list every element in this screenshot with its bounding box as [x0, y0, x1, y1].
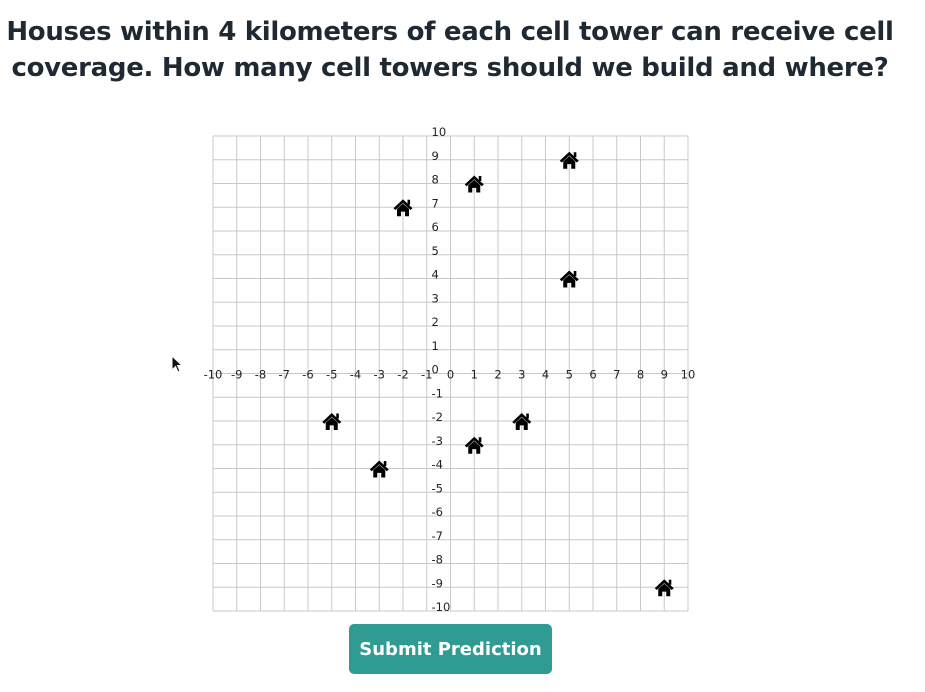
x-tick-label: -4: [350, 368, 361, 382]
mouse-cursor-icon: [171, 355, 183, 373]
x-tick-label: 5: [566, 368, 573, 382]
y-tick-label: 9: [432, 149, 439, 163]
x-tick-label: -3: [374, 368, 385, 382]
x-tick-label: 6: [589, 368, 596, 382]
house-icon: [654, 579, 674, 597]
house-icon: [512, 413, 532, 430]
x-tick-label: -10: [204, 368, 223, 382]
x-tick-label: 7: [613, 368, 620, 382]
question-line-1: Houses within 4 kilometers of each cell …: [6, 17, 894, 47]
question-heading: Houses within 4 kilometers of each cell …: [0, 14, 900, 86]
x-tick-label: -2: [397, 368, 408, 382]
x-tick-label: 0: [447, 368, 454, 382]
question-line-2: coverage. How many cell towers should we…: [11, 53, 889, 83]
x-tick-label: 8: [637, 368, 644, 382]
x-tick-label: -6: [302, 368, 313, 382]
y-tick-label: 10: [432, 125, 447, 139]
y-tick-label: 5: [432, 244, 439, 258]
y-tick-label: -6: [432, 505, 443, 519]
x-tick-label: 9: [661, 368, 668, 382]
x-tick-label: -8: [255, 368, 266, 382]
x-tick-label: 1: [471, 368, 478, 382]
y-tick-label: -7: [432, 529, 443, 543]
y-tick-label: -9: [432, 576, 443, 590]
y-tick-label: 2: [432, 315, 439, 329]
y-tick-label: 1: [432, 339, 439, 353]
x-tick-labels: -10 -9 -8 -7 -6 -5 -4 -3 -2 -1 0 1 2 3 4 5 6 7 8 9 10: [204, 368, 696, 382]
x-tick-label: -5: [326, 368, 337, 382]
x-tick-label: 2: [494, 368, 501, 382]
x-tick-label: 10: [681, 368, 696, 382]
y-tick-label: 3: [432, 291, 439, 305]
house-markers: [322, 151, 674, 597]
x-tick-label: -9: [231, 368, 242, 382]
y-tick-label: 4: [432, 268, 439, 282]
grid-lines: [212, 135, 689, 612]
house-icon: [393, 199, 413, 217]
y-tick-label: -10: [432, 600, 451, 614]
y-tick-label: -2: [432, 410, 443, 424]
x-tick-label: -1: [421, 368, 432, 382]
y-tick-label: 7: [432, 196, 439, 210]
x-tick-label: 4: [542, 368, 549, 382]
y-tick-label: -5: [432, 481, 443, 495]
y-tick-label: 8: [432, 173, 439, 187]
y-tick-label: -3: [432, 434, 443, 448]
house-icon: [369, 460, 389, 478]
house-icon: [559, 270, 579, 288]
y-tick-label: -4: [432, 458, 443, 472]
y-tick-label: -8: [432, 553, 443, 567]
house-icon: [322, 413, 342, 430]
x-tick-label: -7: [279, 368, 290, 382]
submit-prediction-button[interactable]: Submit Prediction: [349, 624, 552, 674]
house-icon: [464, 175, 484, 193]
y-tick-label: 0: [432, 363, 439, 377]
house-icon: [464, 436, 484, 454]
y-tick-label: 6: [432, 220, 439, 234]
y-tick-label: -1: [432, 386, 443, 400]
x-tick-label: 3: [518, 368, 525, 382]
house-icon: [559, 151, 579, 169]
